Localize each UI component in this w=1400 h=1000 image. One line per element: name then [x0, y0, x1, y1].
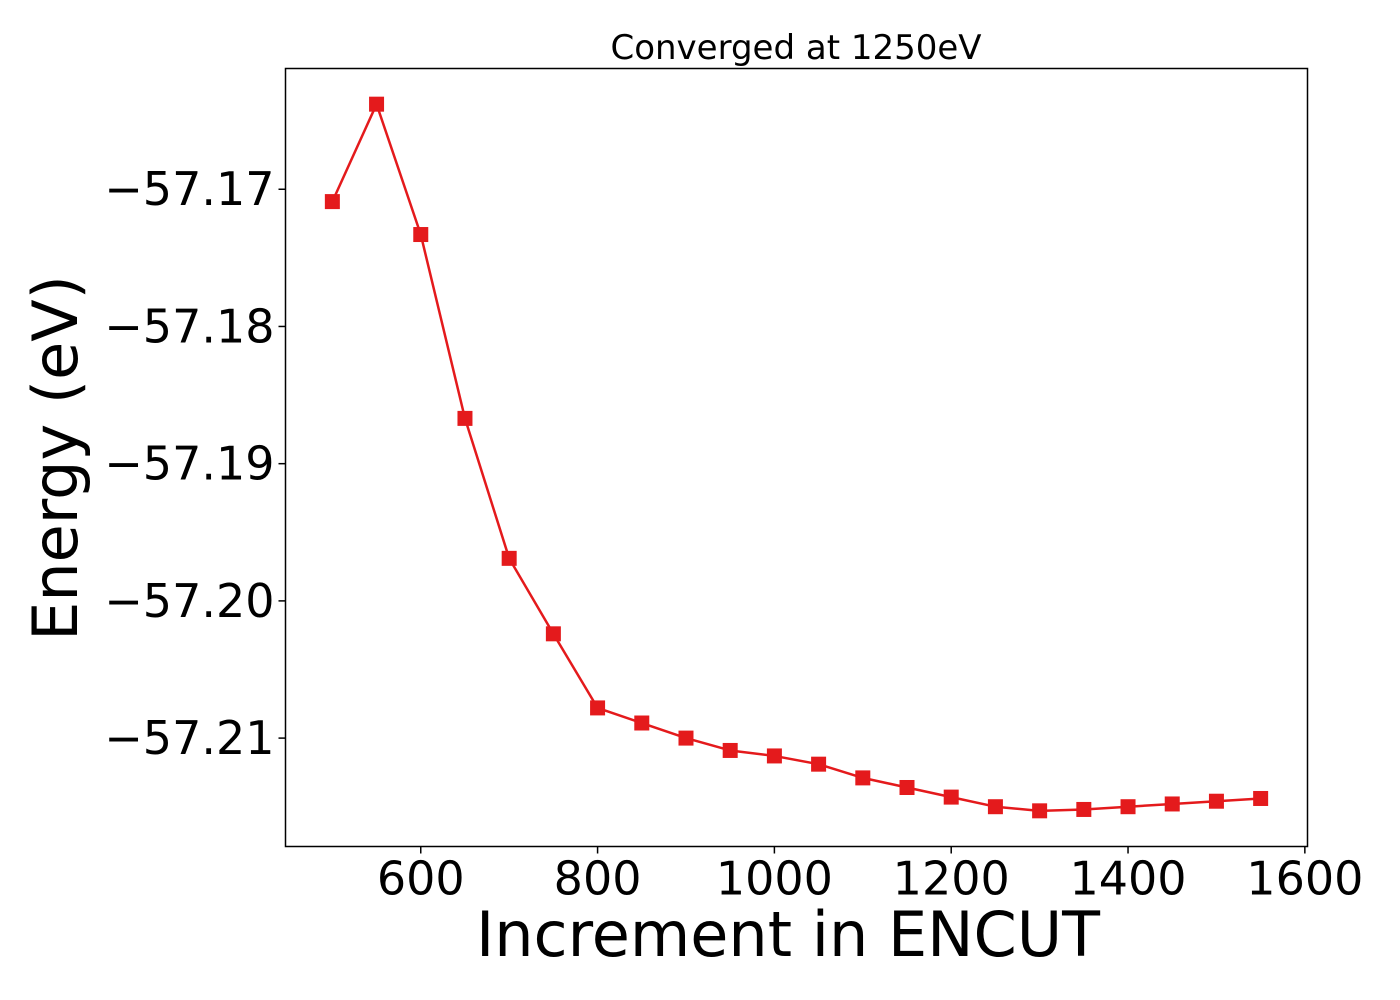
data-point-marker [413, 227, 429, 243]
data-point-marker [590, 700, 606, 716]
series-line [331, 102, 1261, 813]
data-point-marker [634, 715, 650, 731]
data-point-marker [457, 410, 473, 426]
data-point-marker [678, 730, 694, 746]
data-point-marker [545, 626, 561, 642]
y-tick-label: −57.21 [104, 711, 274, 765]
data-point-marker [722, 742, 738, 758]
data-point-marker [1076, 801, 1092, 817]
y-tick-label: −57.20 [104, 574, 274, 628]
y-tick-label: −57.17 [104, 162, 274, 216]
data-point-marker [1164, 796, 1180, 812]
data-point-marker [1120, 799, 1136, 815]
y-tick-label: −57.18 [104, 299, 274, 353]
y-axis-ticks: −57.17 −57.18 −57.19 −57.20 −57.21 [104, 162, 286, 765]
data-point-marker [811, 756, 827, 772]
data-point-marker [1208, 793, 1224, 809]
x-tick-label: 800 [554, 852, 642, 906]
x-tick-label: 600 [377, 852, 465, 906]
series-layer [324, 96, 1269, 819]
chart-title: Converged at 1250eV [610, 28, 981, 68]
data-point-marker [899, 779, 915, 795]
data-point-marker [943, 789, 959, 805]
data-point-marker [987, 799, 1003, 815]
plot-area-frame [284, 67, 1309, 848]
data-point-marker [1253, 790, 1269, 806]
data-point-marker [369, 96, 385, 112]
data-point-marker [1032, 803, 1048, 819]
data-point-marker [766, 748, 782, 764]
x-tick-label: 1200 [893, 852, 1010, 906]
data-point-marker [501, 550, 517, 566]
y-tick-label: −57.19 [104, 437, 274, 491]
data-point-marker [324, 194, 340, 210]
data-point-marker [855, 770, 871, 786]
x-axis-ticks: 600 800 1000 1200 1400 1600 [377, 846, 1363, 906]
x-tick-label: 1400 [1069, 852, 1186, 906]
y-axis-label: Energy (eV) [19, 275, 92, 641]
x-axis-label: Increment in ENCUT [476, 898, 1101, 971]
x-tick-label: 1600 [1246, 852, 1363, 906]
x-tick-label: 1000 [716, 852, 833, 906]
